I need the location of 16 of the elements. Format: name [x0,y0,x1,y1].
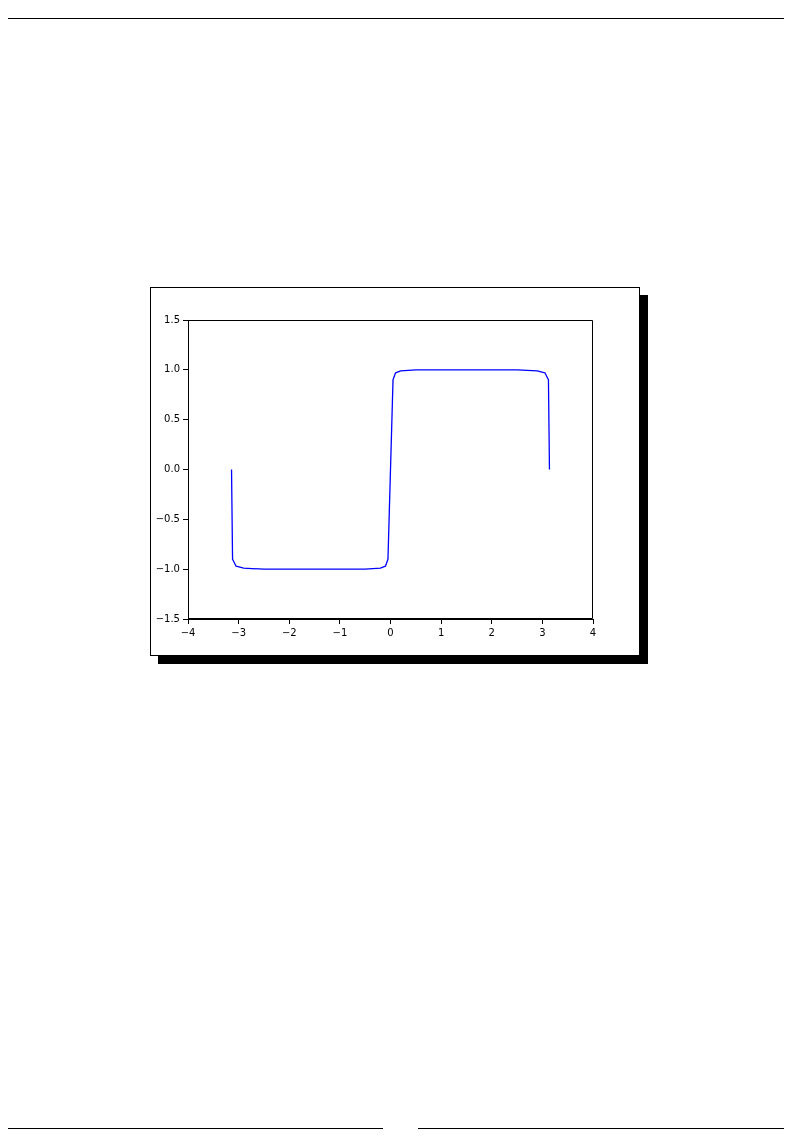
x-tick-label: 0 [387,626,394,638]
y-tick-label: 1.5 [164,313,180,325]
y-tick-label: −0.5 [155,512,180,524]
x-tick-label: −3 [231,626,246,638]
y-tick-label: 0.0 [164,463,180,475]
y-tick-label: 0.5 [164,413,180,425]
x-tick-label: 3 [539,626,546,638]
x-tick-label: −1 [332,626,348,638]
x-tick-label: −4 [180,626,196,638]
x-tick-label: 2 [488,626,495,638]
x-tick-label: 4 [589,626,597,638]
y-tick-label: −1.5 [155,612,180,624]
y-tick-label: −1.0 [155,562,180,574]
x-tick-label: −2 [281,626,297,638]
y-tick-label: 1.0 [164,363,180,375]
x-tick-label: 1 [437,626,445,638]
